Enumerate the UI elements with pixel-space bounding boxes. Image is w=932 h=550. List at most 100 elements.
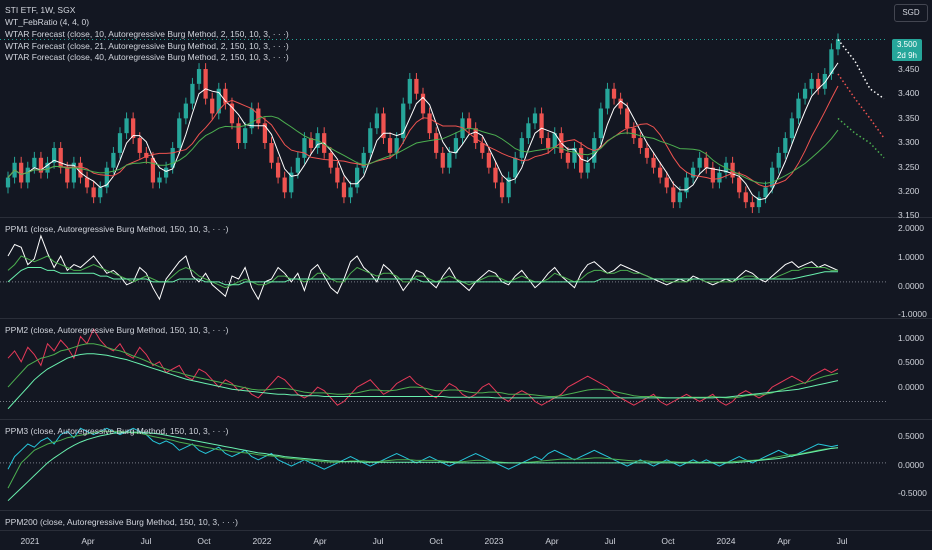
candle-body	[104, 167, 109, 188]
indicator-legend-1[interactable]: WT_FebRatio (4, 4, 0)	[5, 17, 90, 27]
candle-body	[526, 123, 531, 139]
ppm1-series-line	[7, 255, 838, 289]
candle-body	[473, 128, 478, 144]
price-tick: 3.150	[898, 210, 920, 220]
time-tick: 2022	[252, 536, 272, 546]
candle-body	[572, 147, 577, 163]
candle-body	[401, 103, 406, 139]
candle-body	[394, 138, 399, 153]
candle-body	[368, 128, 373, 153]
candle-body	[756, 197, 762, 208]
candle-body	[578, 147, 584, 173]
panel-separator[interactable]	[0, 419, 932, 420]
ppm3-tick: -0.5000	[898, 488, 927, 498]
symbol-title[interactable]: STI ETF, 1W, SGX	[5, 5, 76, 15]
candle-body	[5, 177, 11, 188]
candle-body	[203, 69, 208, 99]
ppm1-tick: 1.0000	[898, 252, 924, 262]
candle-body	[770, 167, 775, 188]
candle-body	[776, 152, 781, 168]
time-tick: 2023	[484, 536, 504, 546]
candle-body	[295, 157, 300, 173]
candle-body	[466, 118, 472, 129]
candle-body	[381, 113, 386, 139]
price-wtar-21-line	[7, 85, 839, 188]
candle-body	[196, 69, 202, 84]
candle-body	[638, 138, 643, 148]
candle-body	[598, 108, 603, 139]
candle-body	[243, 128, 248, 144]
time-tick: Apr	[81, 536, 95, 546]
candle-body	[131, 118, 136, 139]
indicator-legend-3[interactable]: WTAR Forecast (close, 21, Autoregressive…	[5, 41, 289, 51]
ppm2-tick: 1.0000	[898, 333, 924, 343]
candle-body	[361, 152, 366, 168]
price-tick: 3.200	[898, 186, 920, 196]
candle-body	[84, 177, 90, 188]
candle-body	[453, 138, 459, 153]
candle-body	[236, 123, 241, 144]
panel-separator[interactable]	[0, 510, 932, 511]
candle-body	[539, 113, 544, 139]
bar-countdown: 2d 9h	[896, 51, 918, 60]
candle-body	[289, 172, 294, 193]
candle-body	[789, 118, 795, 139]
candle-body	[124, 118, 129, 134]
candle-body	[414, 78, 419, 94]
candle-body	[223, 88, 228, 104]
candle-body	[150, 157, 156, 183]
candle-body	[98, 187, 103, 198]
candle-body	[796, 98, 801, 119]
candle-body	[677, 192, 683, 203]
time-tick: Jul	[604, 536, 616, 546]
candle-body	[493, 167, 498, 183]
candle-body	[651, 157, 656, 168]
candle-body	[335, 167, 340, 183]
candle-body	[78, 162, 83, 178]
ppm2-series-line	[7, 353, 839, 410]
candle-body	[387, 138, 393, 153]
candle-body	[447, 152, 452, 168]
candle-body	[664, 177, 669, 188]
price-tick: 3.300	[898, 137, 920, 147]
ppm3-title[interactable]: PPM3 (close, Autoregressive Burg Method,…	[5, 426, 229, 436]
currency-button[interactable]: SGD	[894, 4, 928, 22]
time-tick: Oct	[661, 536, 675, 546]
ppm2-series-line	[7, 328, 839, 406]
candle-body	[809, 78, 814, 89]
candle-body	[717, 172, 722, 183]
ppm2-tick: 0.0000	[898, 382, 924, 392]
candle-body	[144, 152, 149, 158]
ppm1-title[interactable]: PPM1 (close, Autoregressive Burg Method,…	[5, 224, 229, 234]
candle-body	[32, 157, 37, 168]
indicator-legend-4[interactable]: WTAR Forecast (close, 40, Autoregressive…	[5, 52, 289, 62]
last-price-badge: 3.500 2d 9h	[892, 39, 922, 61]
ppm1-series-line	[7, 267, 838, 286]
price-tick: 3.450	[898, 64, 920, 74]
ppm200-title[interactable]: PPM200 (close, Autoregressive Burg Metho…	[5, 517, 238, 527]
candle-body	[513, 157, 518, 178]
candle-body	[710, 167, 715, 183]
candle-body	[282, 177, 287, 193]
candle-body	[480, 143, 485, 153]
indicator-legend-2[interactable]: WTAR Forecast (close, 10, Autoregressive…	[5, 29, 289, 39]
candle-body	[163, 167, 169, 178]
time-axis-separator	[0, 530, 932, 531]
time-tick: Apr	[545, 536, 559, 546]
candle-body	[499, 182, 505, 198]
candle-body	[355, 167, 360, 188]
time-tick: Apr	[777, 536, 791, 546]
time-tick: Oct	[429, 536, 443, 546]
panel-separator[interactable]	[0, 217, 932, 218]
ppm2-title[interactable]: PPM2 (close, Autoregressive Burg Method,…	[5, 325, 229, 335]
candle-body	[177, 118, 182, 148]
candle-body	[229, 103, 235, 124]
ppm1-tick: -1.0000	[898, 309, 927, 319]
candle-body	[117, 133, 123, 153]
panel-separator[interactable]	[0, 318, 932, 319]
candle-body	[802, 88, 808, 99]
candle-body	[407, 78, 412, 104]
ppm2-tick: 0.5000	[898, 357, 924, 367]
candle-body	[434, 133, 439, 153]
